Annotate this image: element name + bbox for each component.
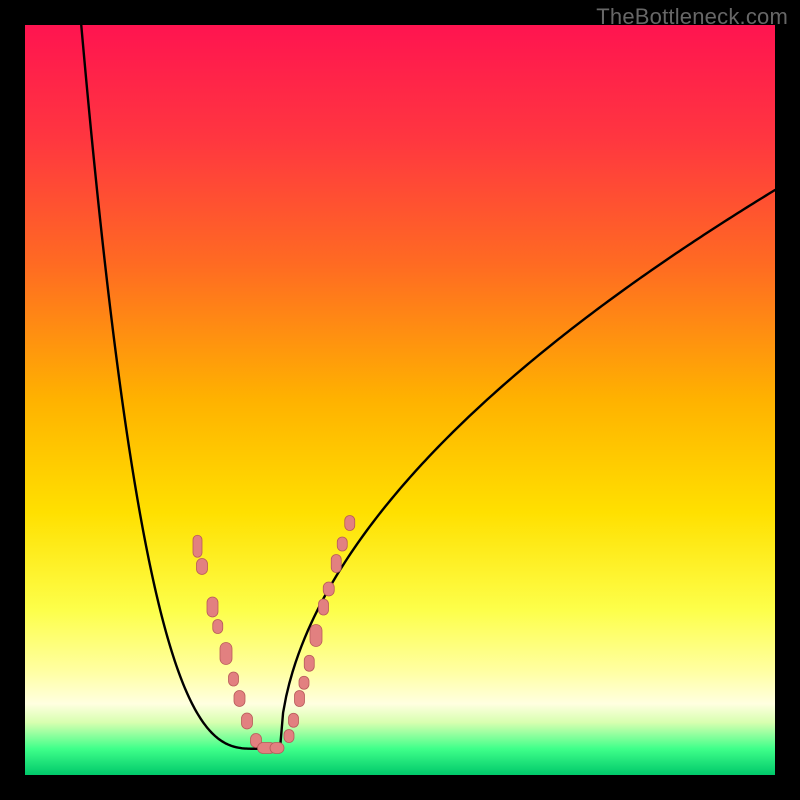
watermark-text: TheBottleneck.com [596, 4, 788, 30]
curve-marker [310, 625, 322, 647]
curve-marker [304, 655, 314, 671]
curve-marker [220, 643, 232, 665]
curve-marker [331, 555, 341, 573]
curve-marker [229, 672, 239, 686]
curve-marker [319, 599, 329, 615]
curve-marker [284, 730, 294, 743]
curve-marker [242, 713, 253, 729]
curve-marker [323, 582, 334, 596]
curve-marker [345, 516, 355, 531]
curve-marker [193, 535, 202, 557]
curve-marker [289, 713, 299, 727]
curve-marker [197, 559, 208, 575]
curve-marker [295, 691, 305, 707]
curve-marker [234, 691, 245, 707]
curve-marker [337, 537, 347, 551]
curve-marker [299, 676, 309, 689]
curve-marker [270, 743, 284, 754]
plot-area [25, 25, 775, 775]
chart-container: TheBottleneck.com [0, 0, 800, 800]
curve-marker [207, 597, 218, 617]
curve-marker [213, 620, 223, 634]
bottleneck-chart [0, 0, 800, 800]
